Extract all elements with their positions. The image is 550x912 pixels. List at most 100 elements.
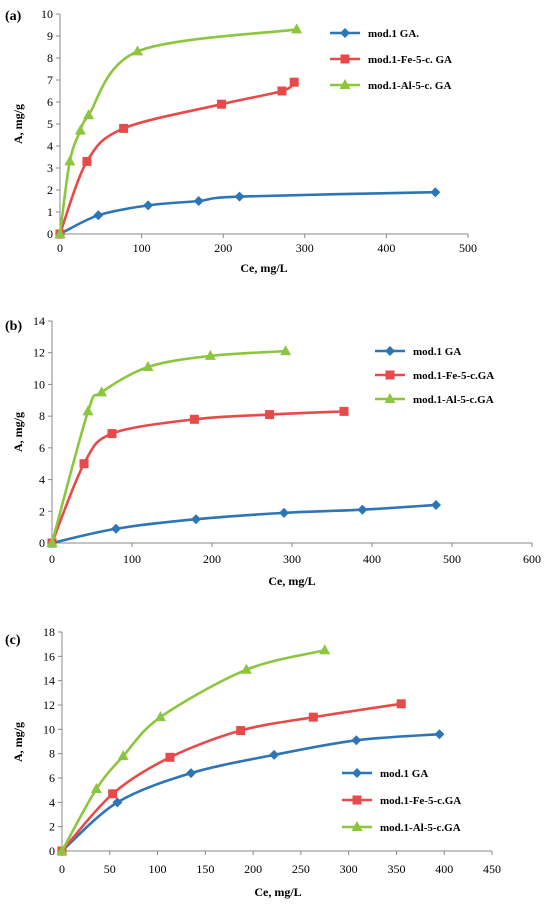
x-tick-label: 100 <box>133 241 151 255</box>
data-point <box>277 86 287 96</box>
y-tick-label: 10 <box>41 7 53 21</box>
data-point <box>351 735 362 746</box>
y-tick-label: 10 <box>33 377 45 391</box>
data-point <box>93 210 104 221</box>
legend-marker <box>352 768 362 778</box>
y-tick-label: 0 <box>49 844 55 858</box>
panel-label: (c) <box>5 633 21 648</box>
y-tick-label: 14 <box>43 674 55 688</box>
x-tick-label: 400 <box>435 862 453 876</box>
data-point <box>143 200 154 211</box>
chart-panel-2: (b) 0 2 4 6 8 10 12 14 0 100 200 300 400 500 600 Ce, mg/… <box>5 314 541 588</box>
data-point <box>56 845 68 855</box>
data-point <box>189 414 199 424</box>
series-1 <box>57 729 445 856</box>
y-tick-label: 0 <box>47 227 53 241</box>
x-tick-label: 500 <box>459 241 477 255</box>
x-tick-label: 300 <box>283 552 301 566</box>
data-point <box>82 156 92 166</box>
x-tick-label: 350 <box>387 862 405 876</box>
data-point <box>82 405 94 416</box>
x-tick-label: 400 <box>377 241 395 255</box>
series-line <box>60 648 326 852</box>
data-point <box>434 729 445 740</box>
panel-label: (a) <box>5 9 22 24</box>
y-tick-label: 1 <box>47 205 53 219</box>
y-tick-label: 6 <box>39 441 45 455</box>
y-tick-label: 16 <box>43 649 55 663</box>
y-axis-title: A, mg/g <box>11 412 25 452</box>
series-3 <box>46 345 292 547</box>
data-point <box>79 459 89 469</box>
data-point <box>107 429 117 439</box>
data-point <box>396 699 406 709</box>
y-tick-label: 6 <box>47 95 53 109</box>
data-point <box>191 514 201 525</box>
data-point <box>204 349 216 360</box>
data-point <box>165 752 175 762</box>
y-tick-label: 5 <box>47 117 53 131</box>
legend-label: mod.1-Al-5-c. GA <box>368 80 451 92</box>
y-tick-label: 4 <box>47 139 53 153</box>
series-3 <box>56 644 331 855</box>
y-tick-label: 8 <box>47 51 53 65</box>
legend-label: mod.1-Al-5-c.GA <box>380 822 461 834</box>
x-tick-label: 500 <box>443 552 461 566</box>
x-tick-label: 200 <box>203 552 221 566</box>
legend-marker <box>340 28 350 38</box>
legend-marker <box>384 393 396 403</box>
x-axis-title: Ce, mg/L <box>268 574 315 588</box>
x-tick-label: 200 <box>244 862 262 876</box>
y-tick-label: 2 <box>47 183 53 197</box>
x-tick-label: 400 <box>363 552 381 566</box>
data-point <box>142 360 154 371</box>
y-tick-label: 7 <box>47 73 53 87</box>
data-point <box>430 187 441 198</box>
data-point <box>119 123 129 133</box>
data-point <box>46 537 58 547</box>
legend-marker <box>339 79 351 89</box>
data-point <box>111 523 121 534</box>
y-tick-label: 10 <box>43 722 55 736</box>
y-tick-label: 4 <box>49 795 55 809</box>
series-2 <box>55 77 299 239</box>
legend-marker <box>352 795 362 805</box>
data-point <box>154 711 166 722</box>
y-tick-label: 12 <box>43 698 55 712</box>
data-point <box>431 499 441 510</box>
x-tick-label: 0 <box>49 552 55 566</box>
legend-label: mod.1-Al-5-c.GA <box>413 394 494 406</box>
data-point <box>90 782 102 793</box>
series-1 <box>55 187 441 239</box>
data-point <box>357 504 368 515</box>
y-tick-label: 4 <box>39 473 45 487</box>
legend-label: mod.1 GA <box>413 346 461 358</box>
series-line <box>50 349 286 544</box>
data-point <box>117 750 129 761</box>
data-point <box>54 228 66 238</box>
data-point <box>240 663 252 674</box>
data-point <box>308 712 318 722</box>
data-point <box>236 726 246 736</box>
x-tick-label: 450 <box>483 862 501 876</box>
y-tick-label: 8 <box>39 409 45 423</box>
data-point <box>269 749 280 760</box>
x-tick-label: 300 <box>340 862 358 876</box>
y-tick-label: 2 <box>49 820 55 834</box>
x-tick-label: 250 <box>292 862 310 876</box>
series-2 <box>57 699 406 856</box>
series-2 <box>47 406 349 548</box>
data-point <box>289 77 299 87</box>
data-point <box>132 45 144 56</box>
series-line <box>50 410 345 544</box>
data-point <box>319 644 331 655</box>
series-line <box>59 190 436 236</box>
legend-label: mod.1 GA <box>380 768 428 780</box>
data-point <box>186 768 196 779</box>
data-point <box>279 507 289 518</box>
data-point <box>96 386 108 397</box>
legend-marker <box>385 370 395 380</box>
series-line <box>61 702 402 852</box>
x-tick-label: 50 <box>104 862 116 876</box>
